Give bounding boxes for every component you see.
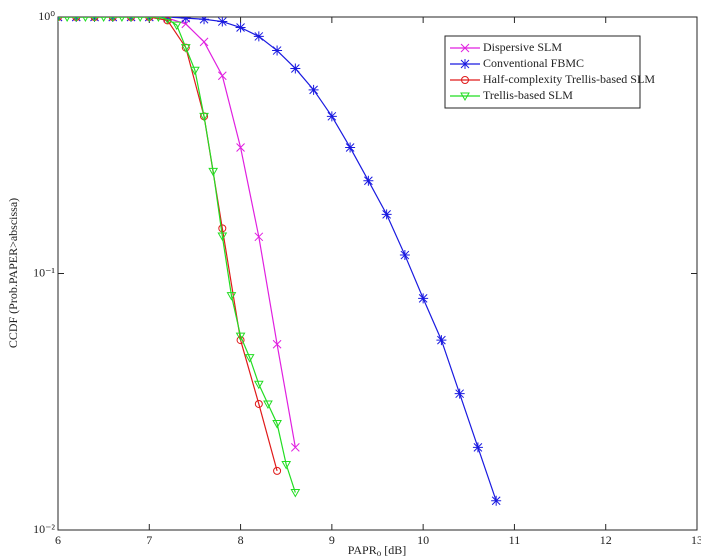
marker <box>345 142 355 152</box>
marker <box>272 46 282 56</box>
y-tick-label: 10⁻² <box>33 522 55 536</box>
marker <box>327 111 337 121</box>
marker <box>199 14 209 24</box>
legend-label: Dispersive SLM <box>483 40 562 54</box>
x-axis-label: PAPRo [dB] <box>348 543 406 558</box>
x-tick-label: 8 <box>238 533 244 547</box>
marker <box>217 17 227 27</box>
y-tick-label: 10⁻¹ <box>33 265 55 279</box>
legend-label: Trellis-based SLM <box>483 88 573 102</box>
marker <box>382 209 392 219</box>
y-tick-label: 10⁰ <box>38 9 55 23</box>
marker <box>290 63 300 73</box>
marker <box>491 496 501 506</box>
x-tick-label: 7 <box>146 533 152 547</box>
chart: PAPRo [dB] CCDF (Prob.PAPER>abscissa) Di… <box>0 0 701 559</box>
marker <box>473 442 483 452</box>
marker <box>309 85 319 95</box>
x-label-main: PAPR <box>348 543 377 557</box>
x-label-unit: [dB] <box>384 543 406 557</box>
marker <box>254 31 264 41</box>
marker <box>455 389 465 399</box>
x-tick-label: 12 <box>600 533 612 547</box>
legend-label: Conventional FBMC <box>483 56 584 70</box>
x-tick-label: 11 <box>509 533 521 547</box>
marker <box>363 176 373 186</box>
legend-marker <box>460 59 470 69</box>
marker <box>436 335 446 345</box>
marker <box>400 250 410 260</box>
marker <box>418 293 428 303</box>
marker <box>181 13 191 23</box>
x-tick-label: 6 <box>55 533 61 547</box>
x-tick-label: 13 <box>691 533 701 547</box>
legend-label: Half-complexity Trellis-based SLM <box>483 72 655 86</box>
x-tick-label: 10 <box>417 533 429 547</box>
y-axis-label: CCDF (Prob.PAPER>abscissa) <box>6 198 20 348</box>
marker <box>236 23 246 33</box>
legend: Dispersive SLM Conventional FBMC Half-comp… <box>445 36 655 108</box>
x-tick-label: 9 <box>329 533 335 547</box>
